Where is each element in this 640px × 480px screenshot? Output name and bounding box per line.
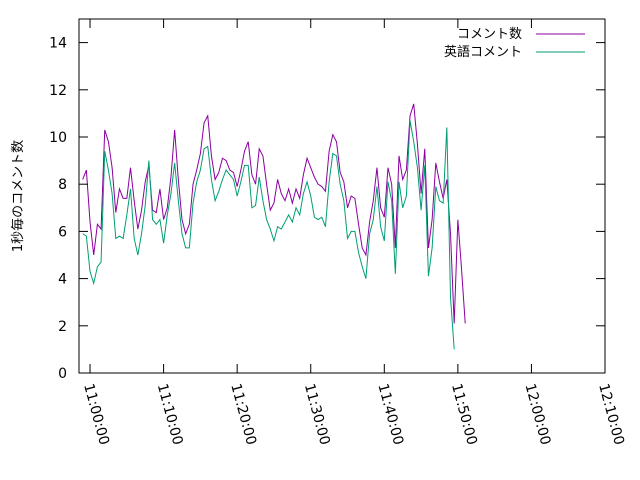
y-tick-label: 6 bbox=[58, 224, 67, 240]
x-tick-label: 11:30:00 bbox=[301, 382, 333, 447]
series-layer bbox=[82, 103, 466, 350]
y-axis-title: 1秒毎のコメント数 bbox=[10, 140, 26, 252]
legend-label: 英語コメント bbox=[444, 44, 522, 60]
legend-label: コメント数 bbox=[457, 27, 522, 42]
x-tick-label: 12:10:00 bbox=[595, 382, 627, 447]
y-tick-label: 12 bbox=[49, 83, 67, 99]
x-tick-label: 12:00:00 bbox=[522, 382, 554, 447]
y-tick-label: 10 bbox=[49, 130, 67, 146]
x-tick-label: 11:00:00 bbox=[80, 382, 112, 447]
series-line-0 bbox=[82, 103, 466, 324]
y-tick-label: 2 bbox=[58, 319, 67, 335]
y-tick-label: 4 bbox=[58, 272, 67, 288]
x-tick-label: 11:40:00 bbox=[374, 382, 406, 447]
x-tick-label: 11:50:00 bbox=[448, 382, 480, 447]
y-tick-label: 0 bbox=[58, 366, 67, 382]
y-tick-label: 14 bbox=[49, 36, 67, 52]
x-tick-label: 11:20:00 bbox=[227, 382, 259, 447]
series-line-1 bbox=[82, 120, 455, 350]
y-axis: 0 2 4 6 8 10 12 14 bbox=[49, 36, 605, 382]
y-tick-label: 8 bbox=[58, 177, 67, 193]
plot-frame bbox=[78, 18, 606, 374]
x-tick-label: 11:10:00 bbox=[154, 382, 186, 447]
